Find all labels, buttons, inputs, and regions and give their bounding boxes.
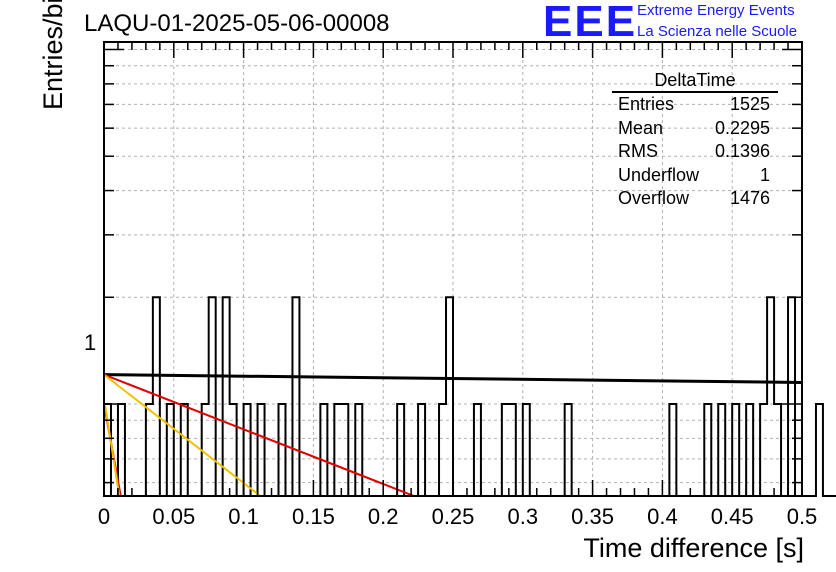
stats-value: 1 — [759, 164, 770, 185]
x-tick-label: 0.2 — [368, 504, 399, 529]
stats-value: 1525 — [729, 94, 770, 114]
x-tick-label: 0.45 — [711, 504, 754, 529]
x-axis-label: Time difference [s] — [583, 533, 804, 563]
stats-row: Mean 0.2295 — [612, 117, 778, 141]
y-tick-label: 1 — [84, 330, 97, 355]
stats-value: 0.1396 — [714, 141, 770, 161]
logo-line-1: Extreme Energy Events — [637, 2, 795, 19]
x-tick-labels: 0 0.05 0.1 0.15 0.2 0.25 0.3 0.35 0.4 0.45 0.5 — [98, 504, 817, 529]
stats-key: RMS — [618, 141, 658, 161]
x-tick-label: 0.25 — [432, 504, 475, 529]
fit-line — [104, 373, 415, 496]
fit-line — [104, 373, 802, 384]
x-tick-label: 0.4 — [647, 504, 678, 529]
histogram-step — [104, 296, 836, 497]
x-tick-label: 0.1 — [228, 504, 259, 529]
x-tick-label: 0.5 — [787, 504, 818, 529]
stats-value: 0.2295 — [714, 117, 770, 138]
x-tick-label: 0.3 — [508, 504, 539, 529]
x-tick-label: 0 — [98, 504, 110, 529]
x-tick-label: 0.05 — [152, 504, 195, 529]
stats-key: Entries — [618, 94, 675, 114]
stats-key: Underflow — [618, 164, 700, 185]
stats-row: Entries 1525 — [612, 93, 778, 117]
stats-key: Mean — [618, 117, 664, 138]
plot-title: LAQU-01-2025-05-06-00008 — [84, 10, 390, 37]
stats-row: Underflow 1 — [612, 164, 778, 188]
x-tick-label: 0.15 — [292, 504, 335, 529]
fit-lines — [104, 373, 802, 496]
plot-frame — [103, 41, 803, 497]
stats-name: DeltaTime — [612, 70, 778, 93]
fit-line — [104, 406, 121, 496]
stats-value: 1476 — [729, 188, 770, 208]
stats-box: DeltaTime Entries 1525 Mean 0.2295 RMS 0… — [612, 70, 778, 211]
histogram-bars — [104, 296, 836, 497]
eee-logo: EEE — [543, 0, 638, 46]
stats-row: Overflow 1476 — [612, 187, 778, 211]
stats-row: RMS 0.1396 — [612, 140, 778, 164]
y-axis-label-box: Entries/bin — [2, 0, 68, 180]
stats-key: Overflow — [618, 188, 690, 208]
fit-line — [104, 373, 261, 496]
logo-line-2: La Scienza nelle Scuole — [637, 23, 798, 40]
x-tick-label: 0.35 — [571, 504, 614, 529]
y-axis-label: Entries/bin — [38, 0, 68, 110]
